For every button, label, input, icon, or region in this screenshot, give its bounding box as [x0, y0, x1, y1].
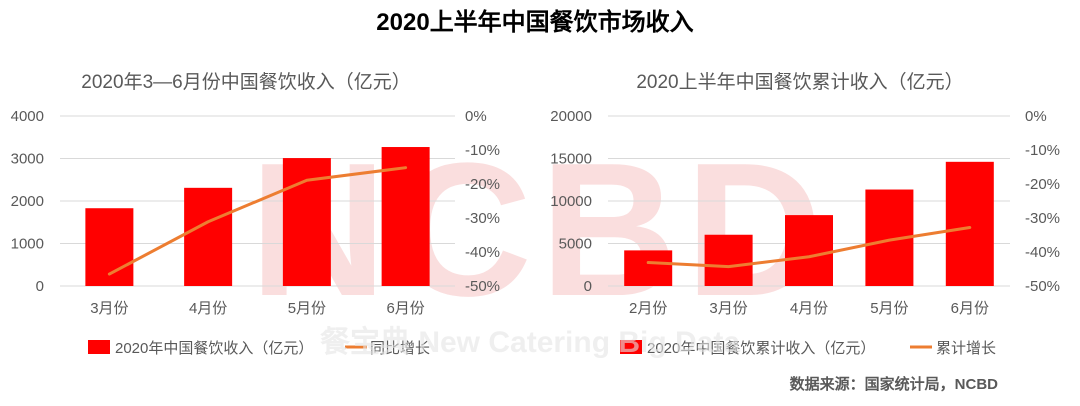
y-tick-label: 3000	[11, 151, 44, 168]
y2-tick-label: -50%	[1025, 278, 1060, 295]
x-tick-label: 2月份	[629, 300, 667, 317]
y2-tick-label: -10%	[465, 142, 500, 159]
y-tick-label: 4000	[11, 108, 44, 125]
bar	[946, 162, 994, 286]
x-tick-label: 4月份	[189, 300, 227, 317]
y2-tick-label: -40%	[1025, 244, 1060, 261]
y-tick-label: 5000	[559, 236, 592, 253]
y-tick-label: 15000	[550, 151, 592, 168]
x-tick-label: 3月份	[90, 300, 128, 317]
y2-tick-label: -10%	[1025, 142, 1060, 159]
x-tick-label: 4月份	[790, 300, 828, 317]
x-tick-label: 5月份	[870, 300, 908, 317]
y2-tick-label: 0%	[1025, 108, 1047, 125]
chart-title: 2020上半年中国餐饮累计收入（亿元）	[636, 71, 963, 93]
legend-swatch-bar	[88, 340, 110, 354]
y2-tick-label: -20%	[465, 176, 500, 193]
bar	[785, 215, 833, 286]
bar	[184, 188, 232, 286]
y-tick-label: 1000	[11, 236, 44, 253]
y-tick-label: 2000	[11, 193, 44, 210]
y-tick-label: 20000	[550, 108, 592, 125]
main-title: 2020上半年中国餐饮市场收入	[376, 8, 693, 36]
x-tick-label: 5月份	[288, 300, 326, 317]
bar	[705, 235, 753, 286]
legend-label: 累计增长	[936, 340, 996, 357]
y2-tick-label: 0%	[465, 108, 487, 125]
y2-tick-label: -20%	[1025, 176, 1060, 193]
y-tick-label: 10000	[550, 193, 592, 210]
y-tick-label: 0	[584, 278, 592, 295]
y2-tick-label: -50%	[465, 278, 500, 295]
y-tick-label: 0	[36, 278, 44, 295]
y2-tick-label: -30%	[1025, 210, 1060, 227]
bar	[624, 250, 672, 286]
x-tick-label: 6月份	[386, 300, 424, 317]
watermark-brand-text: 餐宝典 New Catering Big Data	[320, 325, 740, 359]
source-note: 数据来源：国家统计局，NCBD	[790, 375, 998, 393]
y2-tick-label: -30%	[465, 210, 500, 227]
x-tick-label: 3月份	[709, 300, 747, 317]
x-tick-label: 6月份	[951, 300, 989, 317]
chart-title: 2020年3—6月份中国餐饮收入（亿元）	[81, 71, 410, 93]
y2-tick-label: -40%	[465, 244, 500, 261]
legend-label: 2020年中国餐饮收入（亿元）	[115, 340, 313, 357]
